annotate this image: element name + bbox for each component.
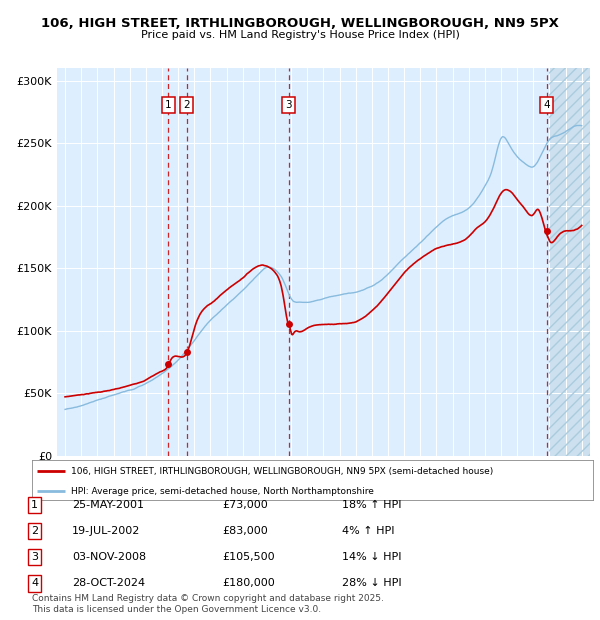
Text: 19-JUL-2002: 19-JUL-2002 <box>72 526 140 536</box>
Text: 3: 3 <box>285 100 292 110</box>
Bar <box>550 68 590 456</box>
Text: 3: 3 <box>31 552 38 562</box>
Text: 106, HIGH STREET, IRTHLINGBOROUGH, WELLINGBOROUGH, NN9 5PX: 106, HIGH STREET, IRTHLINGBOROUGH, WELLI… <box>41 17 559 30</box>
Text: 4: 4 <box>31 578 38 588</box>
Text: 4% ↑ HPI: 4% ↑ HPI <box>342 526 395 536</box>
Text: 18% ↑ HPI: 18% ↑ HPI <box>342 500 401 510</box>
Text: Contains HM Land Registry data © Crown copyright and database right 2025.
This d: Contains HM Land Registry data © Crown c… <box>32 595 383 614</box>
Text: HPI: Average price, semi-detached house, North Northamptonshire: HPI: Average price, semi-detached house,… <box>71 487 374 496</box>
Text: 1: 1 <box>31 500 38 510</box>
Bar <box>550 68 590 456</box>
Text: £180,000: £180,000 <box>222 578 275 588</box>
Text: 106, HIGH STREET, IRTHLINGBOROUGH, WELLINGBOROUGH, NN9 5PX (semi-detached house): 106, HIGH STREET, IRTHLINGBOROUGH, WELLI… <box>71 467 493 476</box>
Text: 2: 2 <box>184 100 190 110</box>
Text: £105,500: £105,500 <box>222 552 275 562</box>
Text: 4: 4 <box>544 100 550 110</box>
Text: 14% ↓ HPI: 14% ↓ HPI <box>342 552 401 562</box>
Text: 2: 2 <box>31 526 38 536</box>
Text: 28-OCT-2024: 28-OCT-2024 <box>72 578 145 588</box>
Text: £73,000: £73,000 <box>222 500 268 510</box>
Text: Price paid vs. HM Land Registry's House Price Index (HPI): Price paid vs. HM Land Registry's House … <box>140 30 460 40</box>
Text: 03-NOV-2008: 03-NOV-2008 <box>72 552 146 562</box>
Text: 1: 1 <box>165 100 172 110</box>
Text: 25-MAY-2001: 25-MAY-2001 <box>72 500 144 510</box>
Text: 28% ↓ HPI: 28% ↓ HPI <box>342 578 401 588</box>
Text: £83,000: £83,000 <box>222 526 268 536</box>
